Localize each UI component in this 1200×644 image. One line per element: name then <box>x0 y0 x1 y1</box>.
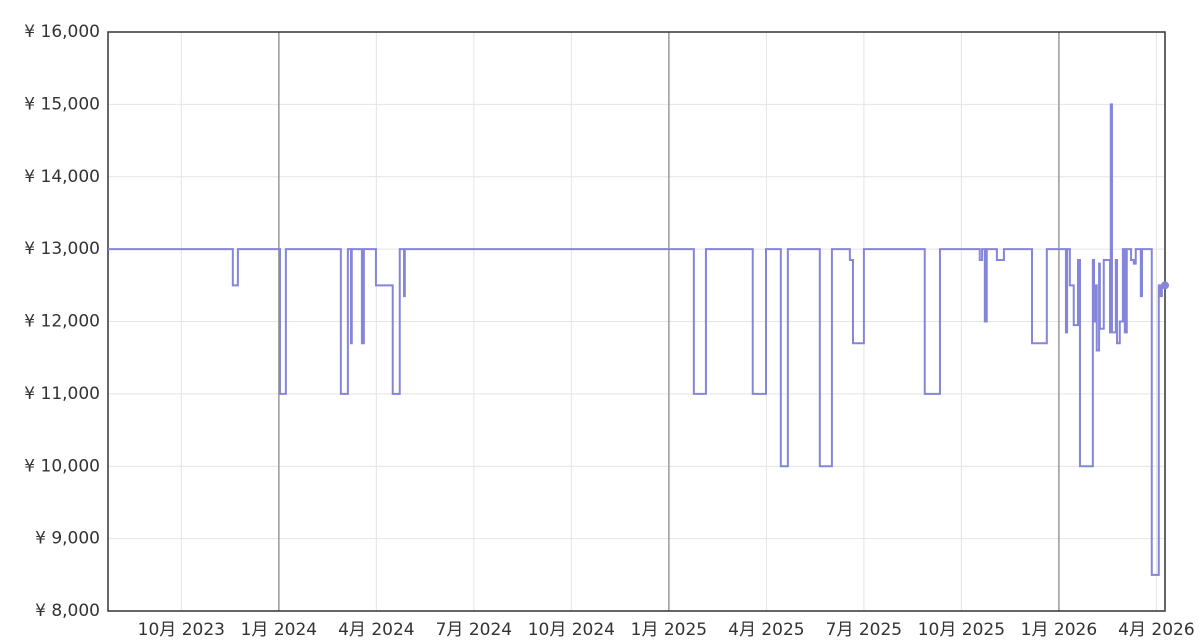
x-tick-label: 7月 2024 <box>436 620 512 640</box>
y-tick-label: ¥ 14,000 <box>24 167 100 187</box>
x-tick-label: 1月 2024 <box>241 620 317 640</box>
y-tick-label: ¥ 15,000 <box>24 94 100 114</box>
y-tick-label: ¥ 9,000 <box>35 529 100 549</box>
x-tick-label: 7月 2025 <box>826 620 902 640</box>
x-tick-label: 4月 2024 <box>338 620 414 640</box>
x-tick-label: 4月 2025 <box>728 620 804 640</box>
x-tick-label: 10月 2025 <box>918 620 1005 640</box>
y-tick-label: ¥ 12,000 <box>24 312 100 332</box>
y-tick-label: ¥ 10,000 <box>24 456 100 476</box>
x-tick-label: 4月 2026 <box>1118 620 1194 640</box>
y-tick-label: ¥ 8,000 <box>35 601 100 621</box>
y-tick-label: ¥ 11,000 <box>24 384 100 404</box>
y-tick-label: ¥ 16,000 <box>24 22 100 42</box>
plot-frame <box>107 31 1166 612</box>
x-tick-label: 10月 2023 <box>138 620 225 640</box>
y-tick-label: ¥ 13,000 <box>24 239 100 259</box>
end-point <box>1161 281 1169 290</box>
price-line <box>108 103 1165 576</box>
x-tick-label: 1月 2025 <box>631 620 707 640</box>
x-tick-label: 1月 2026 <box>1021 620 1097 640</box>
x-tick-label: 10月 2024 <box>528 620 615 640</box>
